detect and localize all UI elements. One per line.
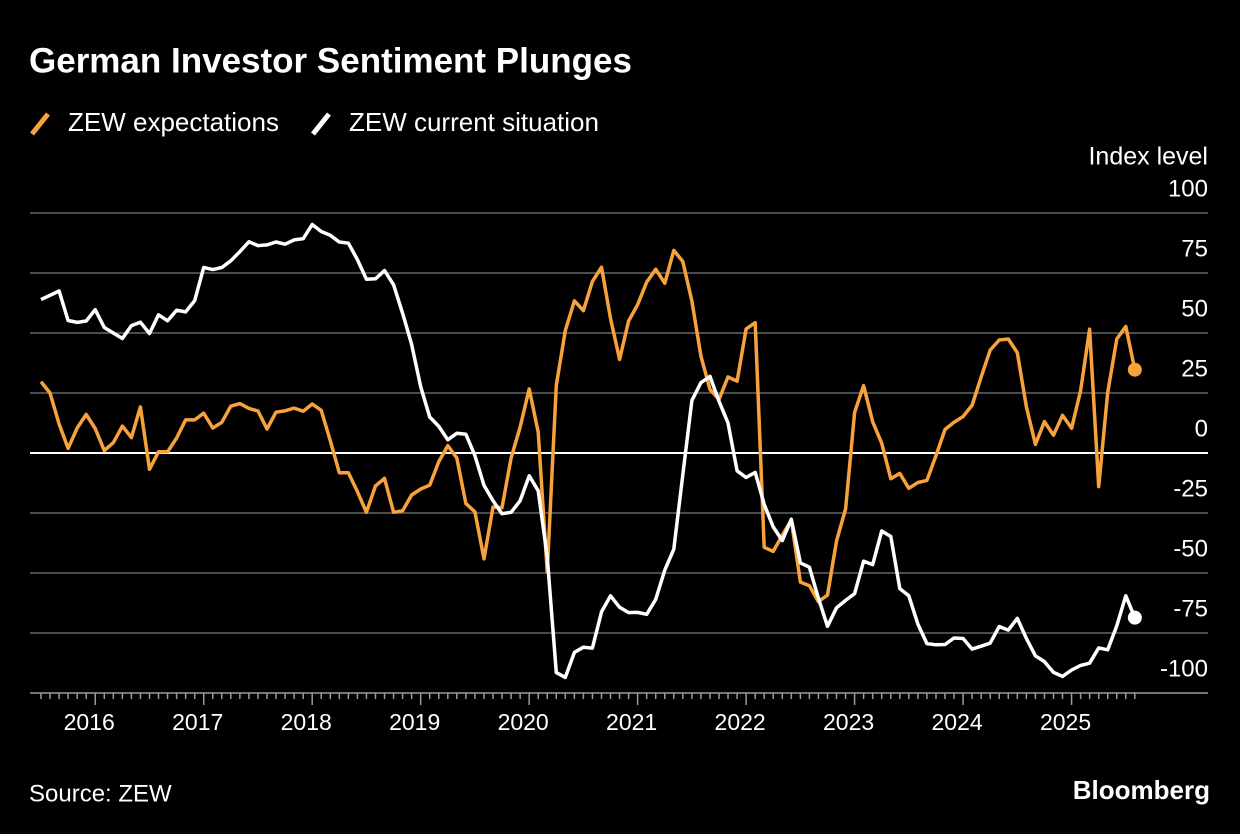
y-tick-label: 0 <box>1195 415 1208 442</box>
x-tick-label: 2020 <box>498 709 549 735</box>
x-tick-label: 2019 <box>389 709 440 735</box>
x-tick-label: 2024 <box>931 709 982 735</box>
x-tick-label: 2016 <box>64 709 115 735</box>
y-tick-label: 50 <box>1181 295 1208 322</box>
y-tick-label: 25 <box>1181 355 1208 382</box>
y-tick-label: 100 <box>1168 175 1208 202</box>
legend-label: ZEW expectations <box>68 107 279 137</box>
x-tick-label: 2025 <box>1040 709 1091 735</box>
y-tick-label: -50 <box>1173 535 1208 562</box>
source: Source: ZEW <box>29 780 172 807</box>
y-tick-label: -100 <box>1160 655 1208 682</box>
series-line <box>40 222 1137 680</box>
legend-label: ZEW current situation <box>349 107 599 137</box>
chart-title: German Investor Sentiment Plunges <box>29 41 632 80</box>
y-axis-label: Index level <box>1088 143 1208 171</box>
brand: Bloomberg <box>1073 775 1210 805</box>
x-tick-label: 2017 <box>172 709 223 735</box>
legend-swatch <box>311 112 331 136</box>
end-marker <box>1127 610 1142 625</box>
series-line <box>39 248 1137 604</box>
y-tick-label: -25 <box>1173 475 1208 502</box>
legend-swatch <box>30 112 50 136</box>
x-tick-label: 2022 <box>715 709 766 735</box>
y-tick-label: 75 <box>1181 235 1208 262</box>
x-tick-label: 2018 <box>281 709 332 735</box>
x-tick-label: 2021 <box>606 709 657 735</box>
end-marker <box>1127 362 1142 377</box>
y-tick-label: -75 <box>1173 595 1208 622</box>
x-tick-label: 2023 <box>823 709 874 735</box>
